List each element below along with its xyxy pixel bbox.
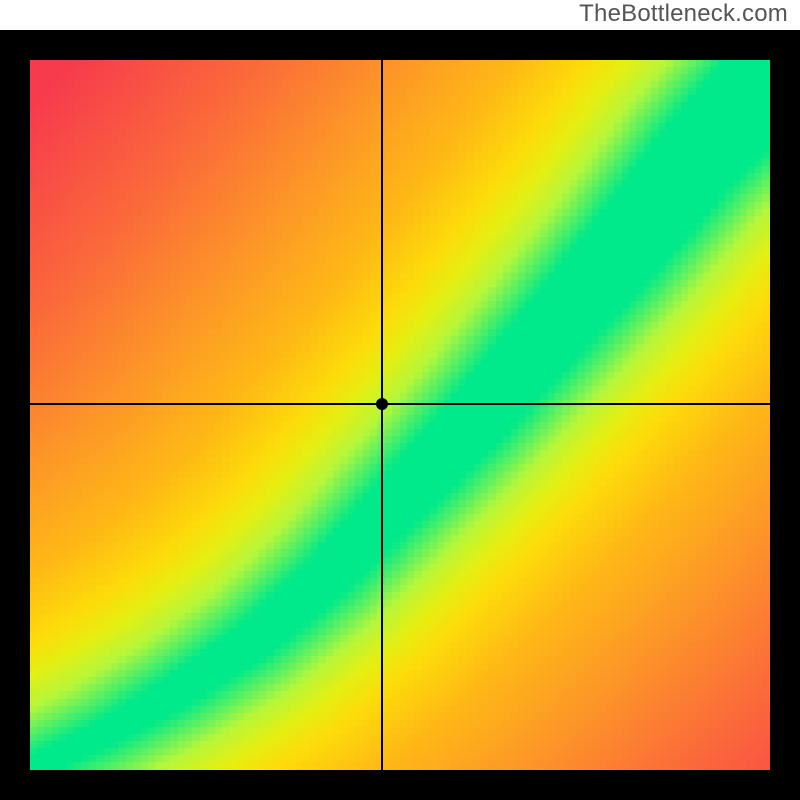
crosshair-vertical bbox=[381, 60, 383, 770]
crosshair-horizontal bbox=[30, 403, 770, 405]
watermark-text: TheBottleneck.com bbox=[579, 0, 788, 28]
bottleneck-heatmap bbox=[30, 60, 770, 770]
data-point-dot bbox=[376, 398, 388, 410]
